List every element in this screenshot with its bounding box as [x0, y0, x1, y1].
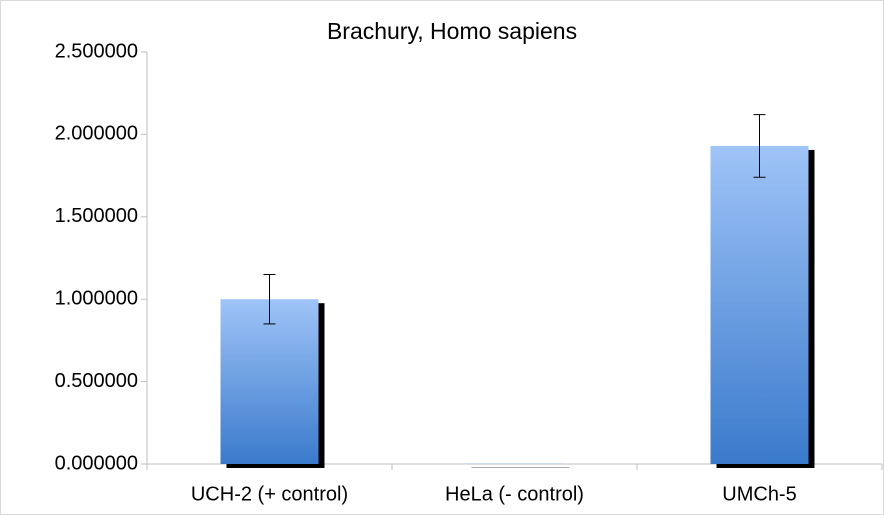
y-tick-label: 1.000000 [55, 287, 138, 309]
bar [710, 145, 809, 464]
x-tick-label: UMCh-5 [722, 483, 796, 505]
y-tick-label: 1.500000 [55, 205, 138, 227]
y-tick-label: 2.000000 [55, 123, 138, 145]
x-tick-label: HeLa (- control) [445, 483, 584, 505]
y-tick-label: 0.500000 [55, 370, 138, 392]
y-tick-label: 0.000000 [55, 452, 138, 474]
x-tick-label: UCH-2 (+ control) [191, 483, 348, 505]
y-tick-label: 2.500000 [55, 40, 138, 62]
chart-title: Brachury, Homo sapiens [327, 18, 577, 44]
bar [220, 299, 319, 464]
